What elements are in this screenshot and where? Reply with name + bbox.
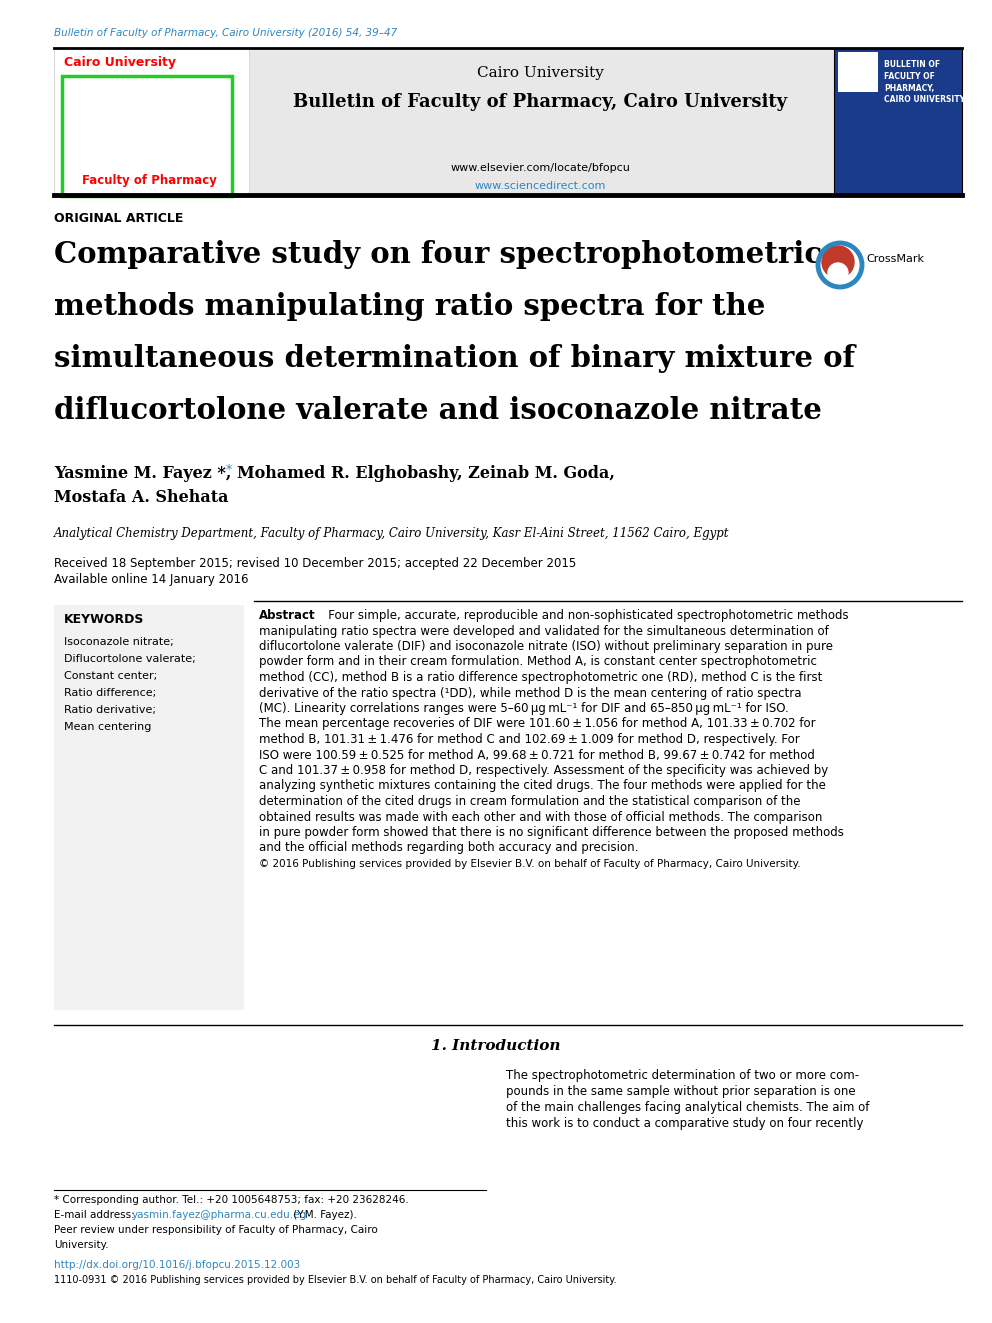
- Text: Bulletin of Faculty of Pharmacy, Cairo University (2016) 54, 39–47: Bulletin of Faculty of Pharmacy, Cairo U…: [54, 28, 397, 38]
- Bar: [54, 605, 244, 1009]
- Text: Mean centering: Mean centering: [64, 722, 152, 732]
- Text: Diflucortolone valerate;: Diflucortolone valerate;: [64, 654, 195, 664]
- Text: this work is to conduct a comparative study on four recently: this work is to conduct a comparative st…: [506, 1117, 863, 1130]
- Text: CrossMark: CrossMark: [866, 254, 924, 265]
- Text: in pure powder form showed that there is no significant difference between the p: in pure powder form showed that there is…: [259, 826, 844, 839]
- Text: determination of the cited drugs in cream formulation and the statistical compar: determination of the cited drugs in crea…: [259, 795, 801, 808]
- Text: www.elsevier.com/locate/bfopcu: www.elsevier.com/locate/bfopcu: [450, 163, 631, 173]
- Text: yasmin.fayez@pharma.cu.edu.eg: yasmin.fayez@pharma.cu.edu.eg: [132, 1211, 308, 1220]
- Text: 1110-0931 © 2016 Publishing services provided by Elsevier B.V. on behalf of Facu: 1110-0931 © 2016 Publishing services pro…: [54, 1275, 617, 1285]
- Text: ORIGINAL ARTICLE: ORIGINAL ARTICLE: [54, 212, 184, 225]
- Text: methods manipulating ratio spectra for the: methods manipulating ratio spectra for t…: [54, 292, 766, 321]
- Bar: [54, 48, 962, 194]
- Text: diflucortolone valerate (DIF) and isoconazole nitrate (ISO) without preliminary : diflucortolone valerate (DIF) and isocon…: [259, 640, 833, 654]
- Text: The spectrophotometric determination of two or more com-: The spectrophotometric determination of …: [506, 1069, 859, 1082]
- Bar: [54, 48, 249, 194]
- Text: Analytical Chemistry Department, Faculty of Pharmacy, Cairo University, Kasr El-: Analytical Chemistry Department, Faculty…: [54, 527, 729, 540]
- Text: Cairo University: Cairo University: [477, 66, 604, 79]
- Text: Available online 14 January 2016: Available online 14 January 2016: [54, 573, 249, 586]
- Text: manipulating ratio spectra were developed and validated for the simultaneous det: manipulating ratio spectra were develope…: [259, 624, 828, 638]
- Text: The mean percentage recoveries of DIF were 101.60 ± 1.056 for method A, 101.33 ±: The mean percentage recoveries of DIF we…: [259, 717, 815, 730]
- Text: Ratio difference;: Ratio difference;: [64, 688, 157, 699]
- Text: Received 18 September 2015; revised 10 December 2015; accepted 22 December 2015: Received 18 September 2015; revised 10 D…: [54, 557, 576, 570]
- Text: C and 101.37 ± 0.958 for method D, respectively. Assessment of the specificity w: C and 101.37 ± 0.958 for method D, respe…: [259, 763, 828, 777]
- Text: pounds in the same sample without prior separation is one: pounds in the same sample without prior …: [506, 1085, 856, 1098]
- Text: ISO were 100.59 ± 0.525 for method A, 99.68 ± 0.721 for method B, 99.67 ± 0.742 : ISO were 100.59 ± 0.525 for method A, 99…: [259, 749, 814, 762]
- Bar: [834, 48, 962, 194]
- Bar: [62, 75, 232, 196]
- Text: Faculty of Pharmacy: Faculty of Pharmacy: [82, 175, 217, 187]
- Text: www.sciencedirect.com: www.sciencedirect.com: [475, 181, 606, 191]
- Text: (MC). Linearity correlations ranges were 5–60 μg mL⁻¹ for DIF and 65–850 μg mL⁻¹: (MC). Linearity correlations ranges were…: [259, 703, 789, 714]
- Text: method B, 101.31 ± 1.476 for method C and 102.69 ± 1.009 for method D, respectiv: method B, 101.31 ± 1.476 for method C an…: [259, 733, 800, 746]
- Circle shape: [828, 263, 848, 283]
- Text: *: *: [226, 463, 232, 476]
- Bar: [838, 52, 878, 93]
- Text: (Y.M. Fayez).: (Y.M. Fayez).: [290, 1211, 357, 1220]
- Text: 1. Introduction: 1. Introduction: [432, 1039, 560, 1053]
- Text: Peer review under responsibility of Faculty of Pharmacy, Cairo: Peer review under responsibility of Facu…: [54, 1225, 378, 1234]
- Text: Four simple, accurate, reproducible and non-sophisticated spectrophotometric met: Four simple, accurate, reproducible and …: [317, 609, 848, 622]
- Text: Abstract: Abstract: [259, 609, 315, 622]
- Text: Mostafa A. Shehata: Mostafa A. Shehata: [54, 490, 228, 505]
- Text: http://dx.doi.org/10.1016/j.bfopcu.2015.12.003: http://dx.doi.org/10.1016/j.bfopcu.2015.…: [54, 1259, 301, 1270]
- Text: BULLETIN OF
FACULTY OF
PHARMACY,
CAIRO UNIVERSITY: BULLETIN OF FACULTY OF PHARMACY, CAIRO U…: [884, 60, 965, 105]
- Text: Yasmine M. Fayez *, Mohamed R. Elghobashy, Zeinab M. Goda,: Yasmine M. Fayez *, Mohamed R. Elghobash…: [54, 464, 615, 482]
- Text: University.: University.: [54, 1240, 109, 1250]
- Text: of the main challenges facing analytical chemists. The aim of: of the main challenges facing analytical…: [506, 1101, 869, 1114]
- Text: KEYWORDS: KEYWORDS: [64, 613, 145, 626]
- Text: and the official methods regarding both accuracy and precision.: and the official methods regarding both …: [259, 841, 639, 855]
- Text: Isoconazole nitrate;: Isoconazole nitrate;: [64, 636, 174, 647]
- Text: Cairo University: Cairo University: [64, 56, 176, 69]
- Text: Bulletin of Faculty of Pharmacy, Cairo University: Bulletin of Faculty of Pharmacy, Cairo U…: [294, 93, 788, 111]
- Text: analyzing synthetic mixtures containing the cited drugs. The four methods were a: analyzing synthetic mixtures containing …: [259, 779, 826, 792]
- Text: Constant center;: Constant center;: [64, 671, 158, 681]
- Circle shape: [822, 246, 854, 278]
- Text: Ratio derivative;: Ratio derivative;: [64, 705, 156, 714]
- Text: © 2016 Publishing services provided by Elsevier B.V. on behalf of Faculty of Pha: © 2016 Publishing services provided by E…: [259, 859, 801, 869]
- Text: diflucortolone valerate and isoconazole nitrate: diflucortolone valerate and isoconazole …: [54, 396, 822, 425]
- Text: * Corresponding author. Tel.: +20 1005648753; fax: +20 23628246.: * Corresponding author. Tel.: +20 100564…: [54, 1195, 409, 1205]
- Text: method (CC), method B is a ratio difference spectrophotometric one (RD), method : method (CC), method B is a ratio differe…: [259, 671, 822, 684]
- Text: simultaneous determination of binary mixture of: simultaneous determination of binary mix…: [54, 344, 855, 373]
- Text: derivative of the ratio spectra (¹DD), while method D is the mean centering of r: derivative of the ratio spectra (¹DD), w…: [259, 687, 802, 700]
- Text: obtained results was made with each other and with those of official methods. Th: obtained results was made with each othe…: [259, 811, 822, 823]
- Text: powder form and in their cream formulation. Method A, is constant center spectro: powder form and in their cream formulati…: [259, 655, 816, 668]
- Text: Comparative study on four spectrophotometric: Comparative study on four spectrophotome…: [54, 239, 822, 269]
- Text: E-mail address:: E-mail address:: [54, 1211, 138, 1220]
